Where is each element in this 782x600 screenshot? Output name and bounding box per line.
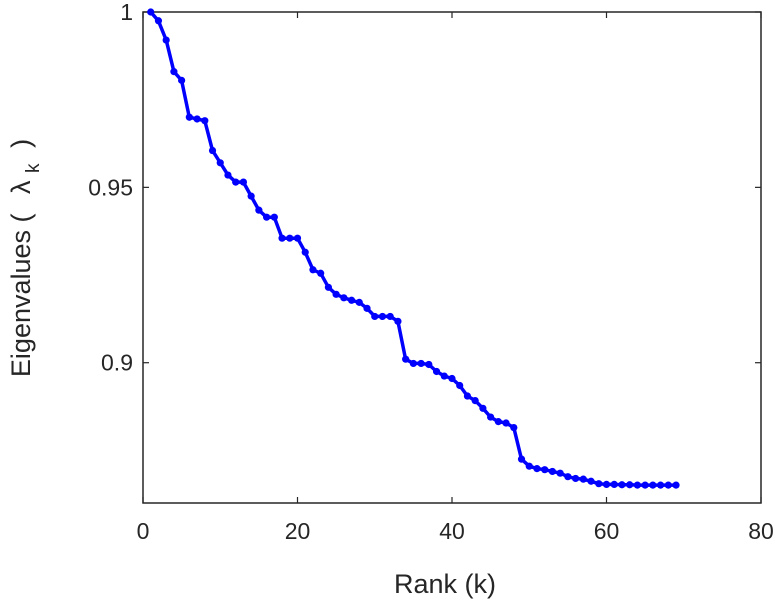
data-point	[548, 467, 557, 476]
x-tick-label: 80	[748, 518, 774, 544]
data-point	[471, 396, 479, 405]
data-point	[154, 17, 163, 25]
data-point	[286, 234, 294, 242]
data-point	[224, 171, 232, 179]
y-tick-label: 0.9	[101, 350, 133, 376]
data-point	[347, 296, 356, 304]
data-point	[216, 159, 224, 167]
data-point	[394, 317, 402, 325]
data-point	[432, 367, 441, 376]
axis-ticks	[142, 11, 762, 503]
data-point	[309, 266, 317, 274]
y-tick-label: 1	[120, 0, 133, 25]
data-point	[602, 480, 611, 489]
data-point	[255, 206, 263, 214]
data-point	[378, 312, 387, 321]
x-axis-title: Rank (k)	[394, 569, 496, 599]
data-point	[232, 178, 240, 186]
data-point	[572, 474, 580, 483]
data-point	[656, 481, 665, 489]
x-tick-label: 60	[594, 518, 620, 544]
data-point	[525, 462, 533, 470]
y-axis-title-symbol: λ	[6, 180, 36, 194]
data-point	[633, 481, 642, 489]
data-point	[649, 481, 657, 489]
data-point	[618, 481, 626, 489]
data-point	[147, 8, 155, 16]
data-point	[517, 455, 526, 463]
data-point	[293, 234, 302, 242]
data-point	[355, 298, 363, 306]
axis-tick-labels: 0 20 40 60 80 0.9 0.95 1	[88, 0, 774, 544]
x-tick-label: 0	[137, 518, 150, 544]
data-point	[510, 423, 518, 432]
data-point	[556, 469, 564, 477]
data-point	[425, 360, 433, 369]
data-point	[340, 294, 348, 302]
data-point	[641, 481, 649, 489]
data-point	[363, 304, 371, 312]
data-point	[479, 404, 487, 412]
data-point	[278, 234, 286, 242]
y-axis-title: Eigenvalues ( λ k )	[6, 139, 45, 377]
data-point	[263, 213, 271, 221]
data-point	[417, 359, 425, 368]
data-point	[185, 113, 193, 121]
data-point	[402, 355, 410, 363]
data-point	[409, 359, 417, 368]
data-point	[448, 374, 456, 383]
data-point	[494, 418, 502, 426]
data-point	[610, 480, 618, 489]
data-point	[239, 178, 248, 186]
series-layer	[147, 8, 680, 489]
data-point	[193, 115, 201, 123]
data-point	[502, 419, 510, 427]
data-point	[564, 473, 572, 481]
data-point	[270, 213, 278, 221]
data-point	[162, 36, 170, 44]
data-point	[463, 392, 472, 400]
data-point	[587, 477, 595, 485]
data-point	[626, 481, 634, 489]
data-point	[541, 466, 549, 474]
data-point	[595, 480, 603, 488]
data-point	[178, 76, 186, 84]
data-point	[487, 413, 495, 421]
data-point	[324, 283, 332, 291]
data-point	[440, 372, 448, 380]
data-point	[208, 146, 217, 155]
data-point	[201, 117, 209, 125]
data-point	[533, 465, 541, 473]
x-tick-label: 40	[439, 518, 465, 544]
data-point	[170, 68, 178, 76]
data-point	[672, 481, 680, 489]
data-point	[371, 312, 379, 321]
x-tick-label: 20	[285, 518, 311, 544]
data-point	[664, 481, 672, 489]
y-axis-title-subscript: k	[23, 163, 44, 173]
data-point	[386, 312, 394, 321]
y-axis-title-main: Eigenvalues (	[6, 213, 36, 377]
data-point	[247, 192, 255, 200]
data-point	[579, 475, 587, 483]
data-point	[456, 381, 464, 390]
data-point	[301, 248, 309, 256]
y-axis-title-close: )	[6, 139, 36, 148]
data-point	[317, 269, 325, 277]
y-tick-label: 0.95	[88, 174, 133, 200]
data-point	[332, 290, 340, 298]
plot-area-frame	[142, 11, 762, 504]
